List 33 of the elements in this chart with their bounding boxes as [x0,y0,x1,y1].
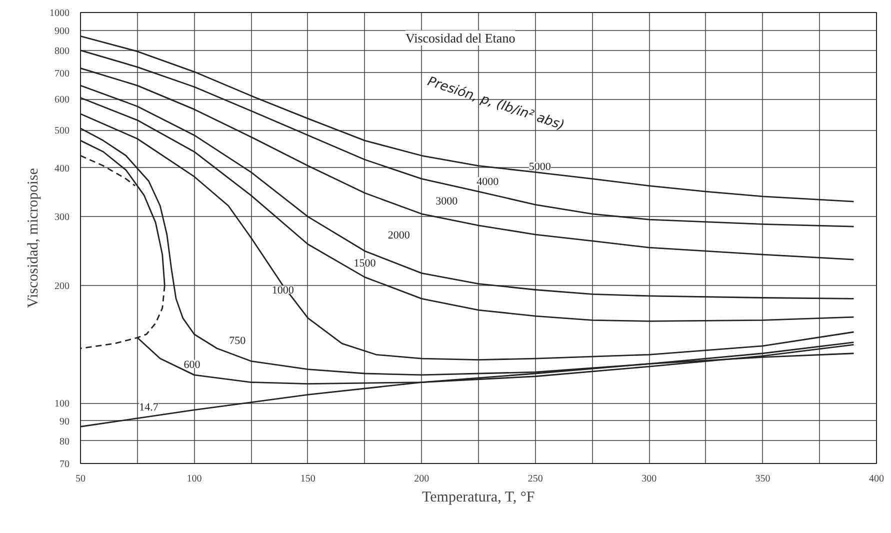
y-tick-label: 900 [54,26,70,37]
y-tick-label: 70 [60,459,70,470]
x-tick-label: 250 [528,474,543,484]
annotation: 2000 [388,230,410,242]
y-tick-label: 700 [54,68,70,80]
y-tick-label: 90 [60,416,70,428]
annotation: 14.7 [139,401,159,414]
y-tick-label: 80 [60,436,70,448]
x-tick-label: 100 [186,474,202,484]
annotation: 1500 [354,257,376,270]
x-tick-label: 300 [642,474,657,484]
text: Viscosidad del Etano [406,30,516,46]
y-tick-label: 1000 [50,8,70,19]
annotation: 600 [184,358,201,371]
x-tick-label: 400 [869,474,884,484]
x-tick-label: 200 [414,474,430,484]
y-axis-title: Viscosidad, micropoise [26,168,42,308]
y-tick-label: 300 [54,212,70,224]
x-tick-label: 150 [300,474,316,484]
y-tick-label: 800 [54,46,70,57]
x-tick-label: 50 [76,474,86,484]
y-tick-label: 400 [54,163,70,174]
annotation: 3000 [436,196,458,208]
x-tick-label: 350 [755,474,770,484]
y-tick-label: 100 [54,398,70,410]
annotation: 5000 [528,160,552,173]
y-tick-label: 200 [54,280,70,292]
y-tick-label: 500 [54,126,70,137]
annotation: 4000 [476,176,500,188]
annotation: 1000 [272,284,294,297]
x-axis-title: Temperatura, T, °F [422,490,535,506]
y-tick-label: 600 [54,94,70,106]
annotation: 750 [229,334,246,347]
